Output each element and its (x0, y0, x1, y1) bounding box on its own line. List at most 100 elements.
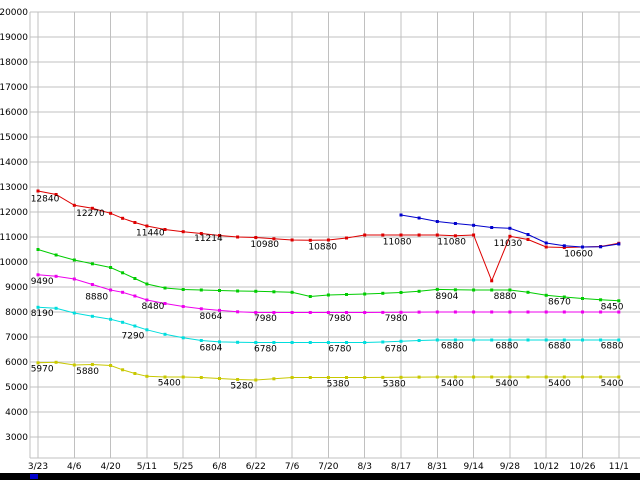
data-point-marker (381, 233, 385, 237)
data-point-marker (90, 206, 94, 210)
data-point-marker (581, 297, 584, 300)
data-point-marker (218, 234, 221, 237)
data-point-marker (363, 311, 367, 314)
data-point-marker (526, 310, 530, 314)
y-axis-tick-label: 15000 (0, 133, 28, 143)
data-point-marker (218, 289, 221, 292)
data-point-marker (472, 310, 476, 314)
data-point-marker (72, 258, 76, 262)
data-point-marker (290, 290, 294, 294)
data-value-label: 5400 (601, 379, 624, 389)
y-axis-tick-label: 19000 (0, 33, 28, 43)
data-point-marker (490, 226, 494, 229)
data-point-marker (526, 338, 530, 342)
data-point-marker (417, 289, 421, 293)
data-point-marker (109, 288, 113, 292)
data-point-marker (453, 222, 457, 225)
data-point-marker (236, 378, 240, 381)
data-point-marker (326, 376, 330, 379)
y-axis-tick-label: 16000 (0, 108, 28, 118)
x-axis-tick-label: 5/25 (173, 462, 193, 472)
data-point-marker (254, 378, 258, 382)
x-axis-tick-label: 8/17 (391, 462, 411, 472)
data-point-marker (290, 341, 294, 344)
data-point-marker (272, 290, 276, 294)
data-point-marker (308, 341, 312, 344)
data-point-marker (326, 238, 330, 242)
data-value-label: 8190 (31, 309, 54, 319)
data-value-label: 5380 (383, 379, 406, 389)
data-point-marker (544, 338, 548, 342)
data-value-label: 5400 (441, 379, 464, 389)
data-point-marker (526, 238, 530, 241)
data-point-marker (163, 286, 167, 290)
data-point-marker (526, 375, 530, 379)
data-point-marker (581, 310, 584, 314)
data-value-label: 5400 (495, 379, 518, 389)
series-line-magenta (37, 274, 619, 313)
data-point-marker (617, 338, 621, 342)
y-axis-tick-label: 4000 (5, 408, 28, 418)
data-point-marker (490, 310, 494, 314)
data-point-marker (236, 310, 240, 314)
data-point-marker (381, 310, 385, 314)
x-axis-tick-label: 5/11 (137, 462, 157, 472)
data-point-marker (399, 310, 403, 314)
data-point-marker (345, 293, 348, 296)
data-point-marker (145, 298, 149, 302)
data-point-marker (90, 283, 94, 286)
data-value-label: 12840 (31, 195, 60, 205)
x-axis-tick-label: 4/6 (67, 462, 82, 472)
data-point-marker (109, 364, 113, 367)
data-point-marker (363, 341, 367, 344)
data-point-marker (399, 339, 403, 343)
data-point-marker (290, 238, 294, 242)
data-point-marker (236, 235, 240, 239)
data-point-marker (326, 341, 330, 344)
data-point-marker (453, 338, 457, 342)
data-value-label: 8880 (494, 292, 517, 302)
data-point-marker (363, 292, 367, 296)
data-value-label: 5970 (31, 365, 54, 375)
data-point-marker (435, 287, 439, 291)
x-axis-tick-label: 4/20 (100, 462, 120, 472)
data-point-marker (121, 290, 125, 294)
data-point-marker (145, 374, 149, 378)
data-point-marker (308, 238, 312, 242)
data-point-marker (472, 338, 476, 342)
data-point-marker (133, 324, 137, 328)
data-point-marker (163, 228, 167, 231)
data-point-marker (272, 311, 276, 314)
data-point-marker (90, 314, 94, 318)
data-point-marker (145, 328, 149, 332)
data-point-marker (435, 310, 439, 314)
data-value-label: 11080 (383, 238, 412, 248)
data-point-marker (121, 320, 125, 324)
data-point-marker (345, 236, 348, 240)
data-point-marker (562, 310, 566, 314)
y-axis-tick-label: 11000 (0, 233, 28, 243)
data-point-marker (181, 336, 185, 340)
data-point-marker (121, 271, 125, 275)
series-markers-green (36, 248, 621, 303)
data-point-marker (121, 216, 125, 220)
data-point-marker (417, 375, 421, 379)
data-value-label: 6880 (495, 342, 518, 352)
series-line-green (37, 249, 619, 302)
data-point-marker (490, 338, 494, 342)
data-value-label: 5400 (548, 379, 571, 389)
data-point-marker (54, 274, 58, 278)
data-point-marker (599, 245, 603, 249)
x-axis-tick-label: 7/6 (285, 462, 300, 472)
data-value-label: 11080 (437, 238, 466, 248)
data-point-marker (544, 310, 548, 314)
data-point-marker (181, 305, 185, 308)
data-point-marker (417, 233, 421, 237)
data-point-marker (54, 360, 58, 364)
data-point-marker (109, 317, 113, 321)
data-value-label: 10880 (308, 243, 337, 253)
data-point-marker (417, 310, 421, 314)
data-point-marker (308, 376, 312, 379)
data-point-marker (199, 339, 203, 342)
